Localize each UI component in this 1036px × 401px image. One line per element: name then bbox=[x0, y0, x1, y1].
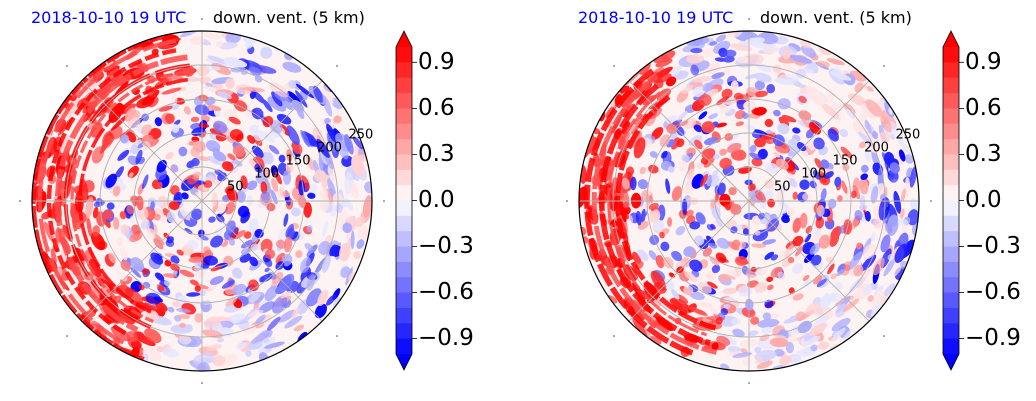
radial-tick-label: 100 bbox=[801, 167, 826, 182]
colorbar-extend-min bbox=[943, 354, 959, 370]
colorbar-tick-label: −0.6 bbox=[418, 279, 474, 305]
colorbar-tick-label: −0.9 bbox=[965, 325, 1021, 351]
radial-tick-label: 100 bbox=[254, 167, 279, 182]
polar-chart-svg: 50 100 150 200 250 0.9 0.6 0.3 0.0 −0.3 −0.6 −0.9 bbox=[19, 18, 474, 384]
chart-title: down. vent. (5 km) bbox=[760, 8, 912, 27]
angle-tick-mark bbox=[613, 65, 615, 67]
angle-tick-mark bbox=[883, 335, 885, 337]
heatmap-field bbox=[579, 31, 919, 371]
colorbar-tick-label: 0.9 bbox=[965, 49, 1002, 75]
angle-tick-mark bbox=[383, 200, 385, 202]
polar-grid bbox=[579, 31, 919, 371]
colorbar-tick-label: −0.9 bbox=[418, 325, 474, 351]
radial-tick-label: 200 bbox=[317, 141, 342, 156]
colorbar-tick-label: 0.0 bbox=[965, 187, 1002, 213]
radial-tick-label: 250 bbox=[348, 128, 373, 143]
date-title: 2018-10-10 19 UTC bbox=[578, 8, 734, 27]
angle-tick-mark bbox=[66, 65, 68, 67]
colorbar-tick-label: 0.6 bbox=[418, 95, 455, 121]
angle-tick-mark bbox=[336, 335, 338, 337]
polar-chart-svg: 50 100 150 200 250 0.9 0.6 0.3 0.0 −0.3 −0.6 −0.9 bbox=[566, 18, 1021, 384]
angle-tick-mark bbox=[748, 18, 750, 20]
colorbar-tick-label: 0.9 bbox=[418, 49, 455, 75]
chart-panel-left: 2018-10-10 19 UTC down. vent. (5 km) 50 1… bbox=[19, 8, 474, 384]
colorbar-tick-label: 0.3 bbox=[965, 141, 1002, 167]
chart-panel-right: 2018-10-10 19 UTC down. vent. (5 km) 50 1… bbox=[547, 0, 1036, 401]
colorbar-tick-label: 0.0 bbox=[418, 187, 455, 213]
colorbar-extend-min bbox=[396, 354, 412, 370]
colorbar: 0.9 0.6 0.3 0.0 −0.3 −0.6 −0.9 bbox=[395, 30, 474, 371]
colorbar-extend-max bbox=[396, 31, 412, 47]
date-title: 2018-10-10 19 UTC bbox=[31, 8, 187, 27]
angle-tick-mark bbox=[566, 200, 568, 202]
colorbar-tick-label: −0.3 bbox=[965, 233, 1021, 259]
polar-frame bbox=[578, 30, 920, 372]
colorbar-extend-max bbox=[943, 31, 959, 47]
angle-tick-mark bbox=[613, 335, 615, 337]
radial-tick-label: 150 bbox=[286, 154, 311, 169]
angle-tick-mark bbox=[201, 382, 203, 384]
colorbar: 0.9 0.6 0.3 0.0 −0.3 −0.6 −0.9 bbox=[942, 30, 1021, 371]
radial-tick-label: 50 bbox=[227, 180, 244, 195]
angle-tick-mark bbox=[201, 18, 203, 20]
colorbar-tick-label: −0.3 bbox=[418, 233, 474, 259]
angle-tick-mark bbox=[336, 65, 338, 67]
colorbar-tick-label: 0.3 bbox=[418, 141, 455, 167]
angle-tick-mark bbox=[66, 335, 68, 337]
angle-tick-mark bbox=[748, 382, 750, 384]
colorbar-tick-label: −0.6 bbox=[965, 279, 1021, 305]
radial-tick-label: 150 bbox=[833, 154, 858, 169]
angle-tick-mark bbox=[930, 200, 932, 202]
polar-frame bbox=[31, 30, 373, 372]
radial-tick-label: 250 bbox=[895, 128, 920, 143]
polar-grid bbox=[32, 31, 372, 371]
colorbar-tick-label: 0.6 bbox=[965, 95, 1002, 121]
angle-tick-mark bbox=[19, 200, 21, 202]
chart-title: down. vent. (5 km) bbox=[213, 8, 365, 27]
radial-tick-label: 50 bbox=[774, 180, 791, 195]
angle-tick-mark bbox=[883, 65, 885, 67]
radial-tick-label: 200 bbox=[864, 141, 889, 156]
